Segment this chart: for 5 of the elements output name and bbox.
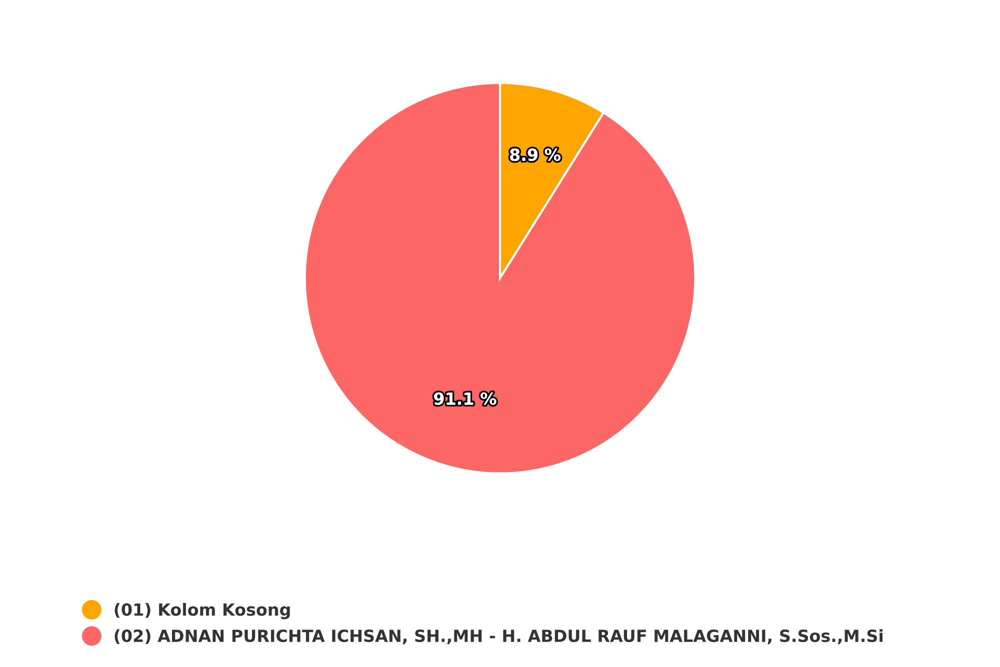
legend-label: (02) ADNAN PURICHTA ICHSAN, SH.,MH - H. ABDUL RAUF MALAGANNI, S.Sos.,M.Si: [114, 629, 882, 644]
legend-label: (01) Kolom Kosong: [114, 602, 290, 620]
data-label: 8.9 %: [510, 148, 560, 162]
data-label: 91.1 %: [434, 392, 496, 405]
pie-slice: [304, 82, 696, 474]
